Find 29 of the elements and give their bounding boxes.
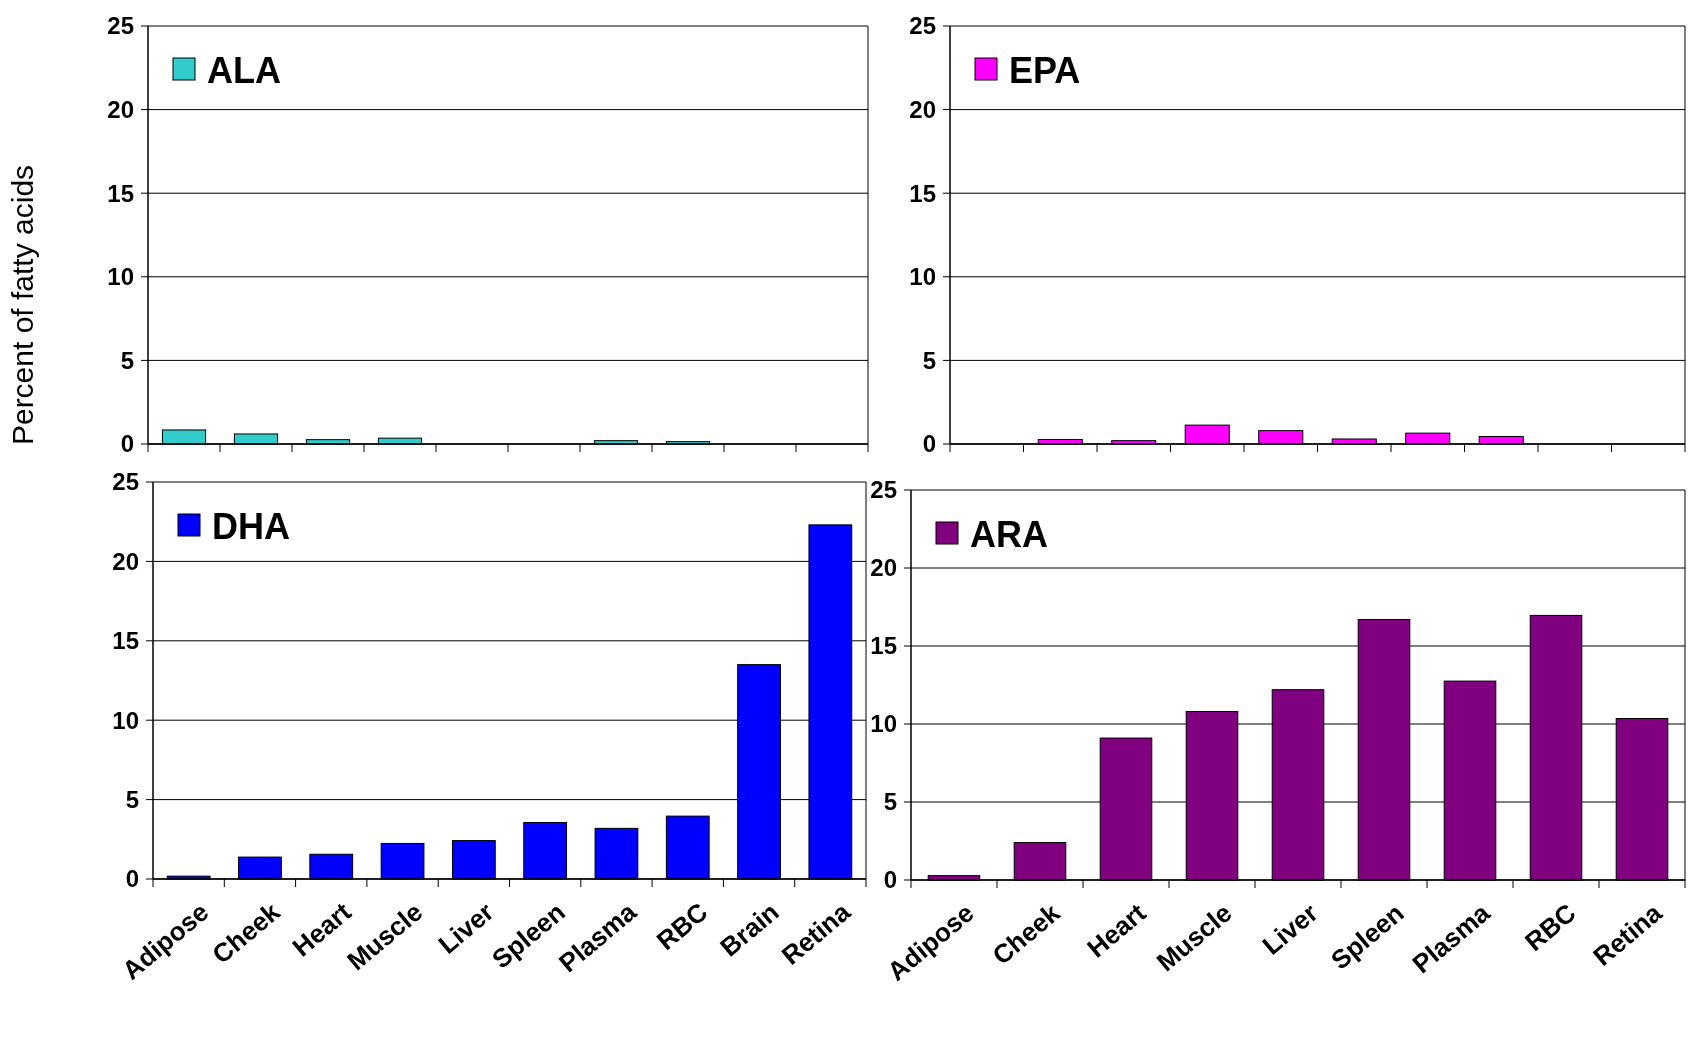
- y-tick-label: 25: [909, 12, 936, 40]
- y-tick-label: 0: [883, 866, 897, 894]
- legend-label: EPA: [1009, 49, 1081, 91]
- y-tick-label: 10: [107, 263, 134, 291]
- legend-label: ALA: [207, 49, 281, 91]
- y-tick-label: 10: [870, 710, 897, 738]
- y-tick-label: 20: [112, 547, 139, 575]
- y-tick-label: 10: [112, 706, 139, 734]
- legend-label: DHA: [212, 505, 290, 547]
- y-tick-label: 25: [112, 468, 139, 496]
- y-tick-label: 0: [120, 430, 134, 458]
- y-tick-label: 20: [870, 554, 897, 582]
- y-tick-label: 5: [120, 346, 134, 374]
- y-tick-label: 0: [922, 430, 936, 458]
- y-tick-label: 5: [125, 786, 139, 813]
- y-tick-label: 15: [909, 179, 936, 207]
- y-tick-label: 15: [107, 179, 134, 207]
- y-tick-label: 0: [125, 865, 139, 893]
- y-tick-label: 25: [870, 476, 897, 504]
- y-tick-label: 5: [922, 346, 936, 374]
- y-tick-label: 20: [909, 96, 936, 123]
- y-tick-label: 10: [909, 263, 936, 291]
- y-axis-title: Percent of fatty acids: [6, 164, 39, 446]
- legend-label: ARA: [970, 513, 1048, 555]
- y-tick-label: 15: [112, 627, 139, 655]
- y-tick-label: 20: [107, 96, 134, 123]
- y-tick-label: 5: [883, 788, 897, 816]
- y-tick-label: 15: [870, 632, 897, 660]
- y-tick-label: 25: [107, 12, 134, 40]
